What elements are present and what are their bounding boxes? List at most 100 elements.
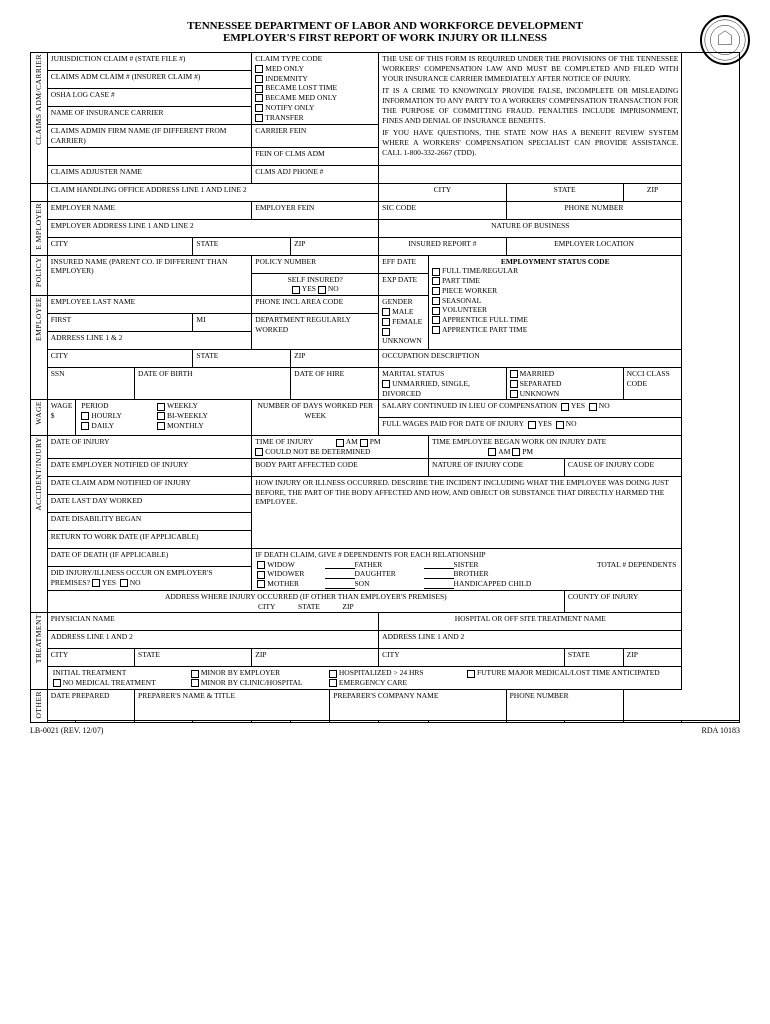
field-state-2[interactable]: STATE bbox=[193, 237, 291, 255]
field-exp-date[interactable]: EXP DATE bbox=[379, 273, 429, 296]
form-footer: LB-0021 (REV. 12/07) RDA 10183 bbox=[30, 726, 740, 735]
field-time-began[interactable]: TIME EMPLOYEE BEGAN WORK ON INJURY DATE … bbox=[429, 436, 682, 459]
field-zip-2[interactable]: ZIP bbox=[291, 237, 379, 255]
field-emp-fein[interactable]: EMPLOYER FEIN bbox=[252, 201, 379, 219]
field-state-3[interactable]: STATE bbox=[193, 350, 291, 368]
field-full-wages[interactable]: FULL WAGES PAID FOR DATE OF INJURY YES N… bbox=[379, 418, 682, 436]
field-self-ins[interactable]: SELF INSURED? YES NO bbox=[252, 273, 379, 296]
field-dob[interactable]: DATE OF BIRTH bbox=[135, 368, 291, 400]
field-nature-bus[interactable]: NATURE OF BUSINESS bbox=[379, 219, 682, 237]
field-emp-name[interactable]: EMPLOYER NAME bbox=[47, 201, 252, 219]
field-eff-date[interactable]: EFF DATE bbox=[379, 255, 429, 273]
field-death-claim[interactable]: IF DEATH CLAIM, GIVE # DEPENDENTS FOR EA… bbox=[252, 548, 682, 590]
field-addr12-2[interactable]: ADDRESS LINE 1 AND 2 bbox=[379, 631, 682, 649]
field-claim-type[interactable]: CLAIM TYPE CODE MED ONLY INDEMNITY BECAM… bbox=[252, 53, 379, 125]
field-jurisdiction[interactable]: JURISDICTION CLAIM # (STATE FILE #) bbox=[47, 53, 252, 71]
field-county[interactable]: COUNTY OF INJURY bbox=[564, 590, 682, 613]
field-zip-1[interactable]: ZIP bbox=[623, 183, 682, 201]
header-line2: EMPLOYER'S FIRST REPORT OF WORK INJURY O… bbox=[30, 32, 740, 44]
field-hospital[interactable]: HOSPITAL OR OFF SITE TREATMENT NAME bbox=[379, 613, 682, 631]
field-addr-line[interactable]: ADRRESS LINE 1 & 2 bbox=[47, 332, 252, 350]
legal-notice: THE USE OF THIS FORM IS REQUIRED UNDER T… bbox=[379, 53, 682, 166]
field-osha[interactable]: OSHA LOG CASE # bbox=[47, 89, 252, 107]
field-ins-report[interactable]: INSURED REPORT # bbox=[379, 237, 506, 255]
field-doh[interactable]: DATE OF HIRE bbox=[291, 368, 379, 400]
field-policy-num[interactable]: POLICY NUMBER bbox=[252, 255, 379, 273]
field-date-death[interactable]: DATE OF DEATH (IF APPLICABLE) bbox=[47, 548, 252, 567]
field-period[interactable]: PERIOD HOURLY DAILY WEEKLY BI-WEEKLY MON… bbox=[76, 400, 252, 436]
header-line1: TENNESSEE DEPARTMENT OF LABOR AND WORKFO… bbox=[30, 20, 740, 32]
field-date-injury[interactable]: DATE OF INJURY bbox=[47, 436, 252, 459]
field-preparer-co[interactable]: PREPARER'S COMPANY NAME bbox=[330, 689, 506, 721]
field-city-3[interactable]: CITY bbox=[47, 350, 193, 368]
field-did-occur[interactable]: DID INJURY/ILLNESS OCCUR ON EMPLOYER'S P… bbox=[47, 567, 252, 590]
field-carrier-fein[interactable]: CARRIER FEIN bbox=[252, 125, 379, 148]
field-initial-treat[interactable]: INITIAL TREATMENTNO MEDICAL TREATMENT MI… bbox=[47, 667, 682, 690]
field-how-occurred[interactable]: HOW INJURY OR ILLNESS OCCURRED. DESCRIBE… bbox=[252, 476, 682, 548]
field-occupation[interactable]: OCCUPATION DESCRIPTION bbox=[379, 350, 682, 368]
field-date-claim-adm[interactable]: DATE CLAIM ADM NOTIFIED OF INJURY bbox=[47, 476, 252, 494]
field-time-injury[interactable]: TIME OF INJURY AM PM COULD NOT BE DETERM… bbox=[252, 436, 429, 459]
field-salary-cont[interactable]: SALARY CONTINUED IN LIEU OF COMPENSATION… bbox=[379, 400, 682, 418]
field-phone[interactable]: PHONE NUMBER bbox=[506, 201, 682, 219]
section-claims: CLAIMS ADM/CARRIER bbox=[31, 53, 48, 184]
section-wage: WAGE bbox=[31, 400, 48, 436]
field-phone-number[interactable]: PHONE NUMBER bbox=[506, 689, 623, 721]
legal-spacer bbox=[379, 165, 682, 183]
section-accident: ACCIDENT/INJURY bbox=[31, 436, 48, 613]
field-body-part[interactable]: BODY PART AFFECTED CODE bbox=[252, 458, 429, 476]
field-nature-code[interactable]: NATURE OF INJURY CODE bbox=[429, 458, 565, 476]
field-wage[interactable]: WAGE$ bbox=[47, 400, 76, 436]
field-claims-adm[interactable]: CLAIMS ADM CLAIM # (INSURER CLAIM #) bbox=[47, 71, 252, 89]
field-ncci[interactable]: NCCI CLASS CODE bbox=[623, 368, 682, 400]
main-form: CLAIMS ADM/CARRIER JURISDICTION CLAIM # … bbox=[30, 52, 740, 723]
field-claim-handling[interactable]: CLAIM HANDLING OFFICE ADDRESS LINE 1 AND… bbox=[47, 183, 378, 201]
field-city-5[interactable]: CITY bbox=[379, 649, 565, 667]
field-state-5[interactable]: STATE bbox=[564, 649, 623, 667]
field-ins-name[interactable]: INSURED NAME (PARENT CO. IF DIFFERENT TH… bbox=[47, 255, 252, 296]
field-phone-area[interactable]: PHONE INCL AREA CODE bbox=[252, 296, 379, 314]
field-ssn[interactable]: SSN bbox=[47, 368, 134, 400]
field-state-1[interactable]: STATE bbox=[506, 183, 623, 201]
field-preparer-name[interactable]: PREPARER'S NAME & TITLE bbox=[135, 689, 330, 721]
section-employee: EMPLOYEE bbox=[31, 296, 48, 400]
field-city-2[interactable]: CITY bbox=[47, 237, 193, 255]
field-cause-code[interactable]: CAUSE OF INJURY CODE bbox=[564, 458, 682, 476]
field-date-notified[interactable]: DATE EMPLOYER NOTIFIED OF INJURY bbox=[47, 458, 252, 476]
field-emp-status[interactable]: EMPLOYMENT STATUS CODE FULL TIME/REGULAR… bbox=[429, 255, 682, 350]
field-addr-occurred[interactable]: ADDRESS WHERE INJURY OCCURRED (IF OTHER … bbox=[47, 590, 564, 613]
field-first[interactable]: FIRST bbox=[47, 314, 193, 332]
field-dept[interactable]: DEPARTMENT REGULARLY WORKED bbox=[252, 314, 379, 350]
field-addr12-1[interactable]: ADDRESS LINE 1 AND 2 bbox=[47, 631, 378, 649]
field-return-work[interactable]: RETURN TO WORK DATE (IF APPLICABLE) bbox=[47, 530, 252, 548]
field-marital[interactable]: MARITAL STATUS UNMARRIED, SINGLE, DIVORC… bbox=[379, 368, 506, 400]
footer-right: RDA 10183 bbox=[702, 726, 740, 735]
field-zip-3[interactable]: ZIP bbox=[291, 350, 379, 368]
field-mi[interactable]: MI bbox=[193, 314, 252, 332]
field-emp-loc[interactable]: EMPLOYER LOCATION bbox=[506, 237, 682, 255]
state-seal-icon bbox=[700, 15, 750, 65]
field-emp-addr[interactable]: EMPLOYER ADDRESS LINE 1 AND LINE 2 bbox=[47, 219, 378, 237]
field-city-4[interactable]: CITY bbox=[47, 649, 134, 667]
field-claims-firm2[interactable] bbox=[47, 147, 252, 165]
field-claims-firm[interactable]: CLAIMS ADMIN FIRM NAME (IF DIFFERENT FRO… bbox=[47, 125, 252, 148]
field-married[interactable]: MARRIED SEPARATED UNKNOWN bbox=[506, 368, 623, 400]
field-ins-carrier[interactable]: NAME OF INSURANCE CARRIER bbox=[47, 107, 252, 125]
field-adjuster[interactable]: CLAIMS ADJUSTER NAME bbox=[47, 165, 252, 183]
field-zip-5[interactable]: ZIP bbox=[623, 649, 682, 667]
field-disability[interactable]: DATE DISABILITY BEGAN bbox=[47, 512, 252, 530]
field-clms-phone[interactable]: CLMS ADJ PHONE # bbox=[252, 165, 379, 183]
field-fein-clms[interactable]: FEIN OF CLMS ADM bbox=[252, 147, 379, 165]
field-gender[interactable]: GENDER MALE FEMALE UNKNOWN bbox=[379, 296, 429, 350]
field-last-day[interactable]: DATE LAST DAY WORKED bbox=[47, 494, 252, 512]
field-date-prepared[interactable]: DATE PREPARED bbox=[47, 689, 134, 721]
field-state-4[interactable]: STATE bbox=[135, 649, 252, 667]
field-physician[interactable]: PHYSICIAN NAME bbox=[47, 613, 378, 631]
form-header: TENNESSEE DEPARTMENT OF LABOR AND WORKFO… bbox=[30, 20, 740, 44]
field-days-worked[interactable]: NUMBER OF DAYS WORKED PER WEEK bbox=[252, 400, 379, 436]
section-employer: E MPLOYER bbox=[31, 201, 48, 255]
field-sic[interactable]: SIC CODE bbox=[379, 201, 506, 219]
field-city-1[interactable]: CITY bbox=[379, 183, 506, 201]
field-last-name[interactable]: EMPLOYEE LAST NAME bbox=[47, 296, 252, 314]
field-zip-4[interactable]: ZIP bbox=[252, 649, 379, 667]
